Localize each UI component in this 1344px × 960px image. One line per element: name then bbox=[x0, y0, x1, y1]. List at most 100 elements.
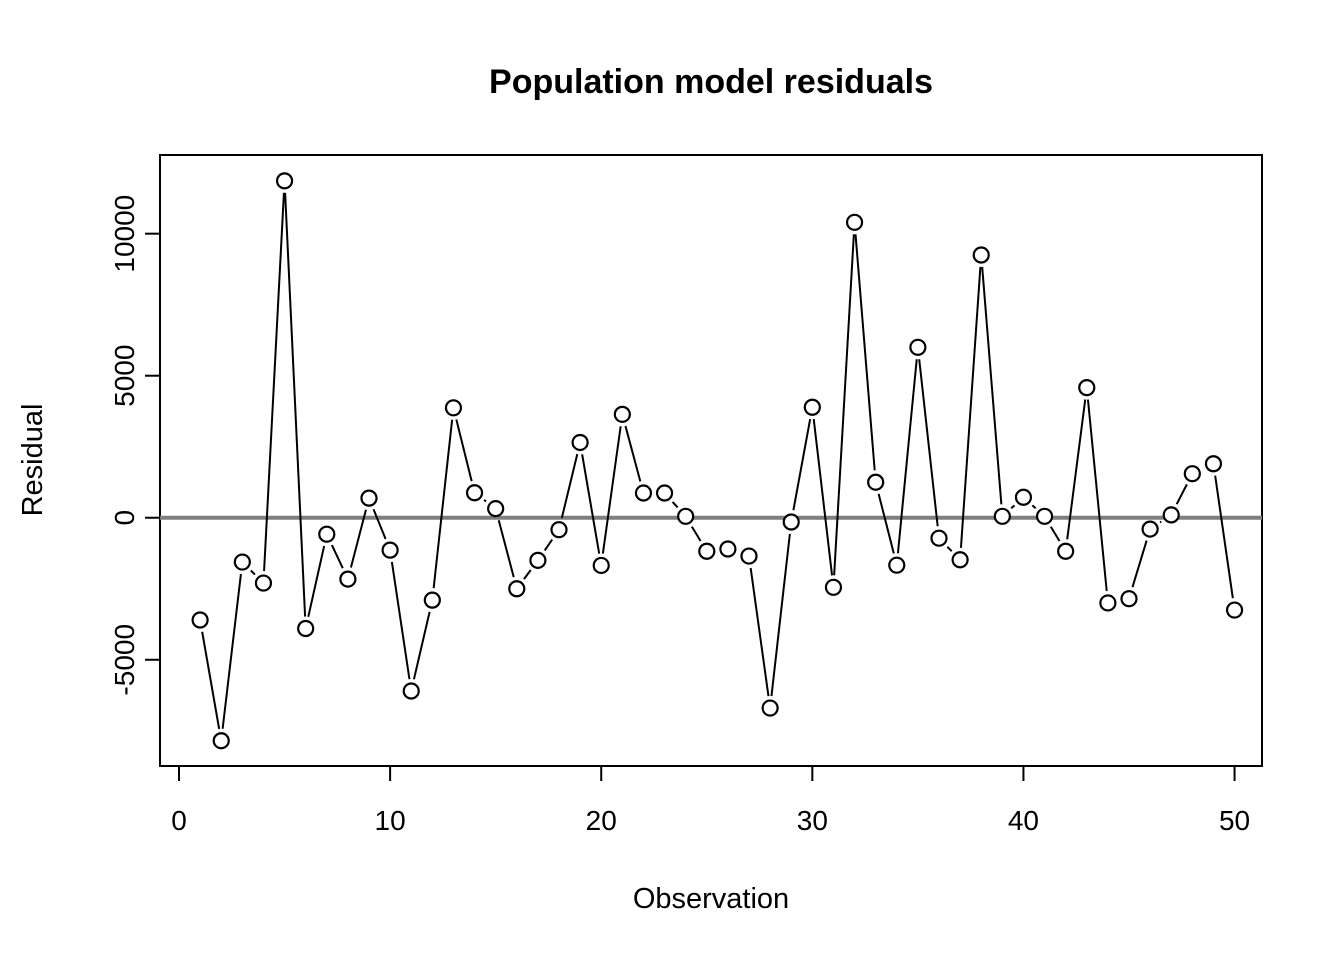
x-axis: 0 10 20 30 40 50 bbox=[171, 766, 1250, 836]
series-segment bbox=[877, 493, 895, 554]
series-segment bbox=[412, 611, 431, 680]
data-point bbox=[212, 732, 230, 750]
data-point bbox=[719, 540, 737, 558]
data-point bbox=[1225, 601, 1244, 619]
data-point bbox=[191, 611, 209, 629]
data-point bbox=[402, 682, 420, 700]
y-tick-label: 10000 bbox=[109, 195, 140, 273]
series-segment bbox=[896, 359, 918, 554]
data-point bbox=[508, 580, 526, 598]
plot-box-group bbox=[159, 154, 1263, 767]
series-segment bbox=[1159, 520, 1162, 524]
series-segment bbox=[560, 453, 579, 519]
data-point bbox=[571, 433, 589, 452]
data-point bbox=[1099, 594, 1117, 612]
series-segment bbox=[833, 234, 855, 576]
x-tick-label: 30 bbox=[797, 805, 828, 836]
series-segment bbox=[581, 454, 601, 554]
series-segment bbox=[792, 418, 812, 511]
series-segment bbox=[981, 266, 1003, 505]
data-point bbox=[381, 541, 399, 559]
series-segment bbox=[483, 499, 487, 503]
series-segment bbox=[523, 569, 532, 580]
data-point bbox=[1120, 590, 1138, 608]
series-segment bbox=[601, 426, 622, 554]
chart-title: Population model residuals bbox=[489, 63, 933, 101]
data-point bbox=[254, 574, 273, 592]
x-tick-label: 20 bbox=[586, 805, 617, 836]
series-segment bbox=[1086, 399, 1108, 592]
y-tick-label: -5000 bbox=[109, 624, 140, 696]
series-segment bbox=[390, 561, 411, 680]
x-axis-label: Observation bbox=[633, 883, 789, 915]
data-point bbox=[550, 521, 568, 539]
data-point bbox=[1204, 455, 1223, 473]
series-segment bbox=[455, 419, 473, 482]
data-point bbox=[444, 399, 463, 417]
series-segment bbox=[263, 192, 285, 572]
series-segment bbox=[770, 533, 791, 697]
y-axis-label: Residual bbox=[17, 404, 49, 517]
data-point bbox=[782, 513, 800, 531]
data-point bbox=[951, 551, 969, 569]
y-axis: -5000 0 5000 10000 bbox=[109, 195, 160, 696]
data-point bbox=[1078, 379, 1096, 397]
data-point bbox=[487, 500, 505, 518]
data-point bbox=[972, 246, 990, 264]
series-segment bbox=[284, 192, 307, 617]
series-segment bbox=[330, 544, 344, 569]
data-point bbox=[529, 551, 547, 569]
y-tick-label: 5000 bbox=[109, 345, 140, 407]
series-segment bbox=[1031, 504, 1037, 510]
data-point bbox=[1014, 488, 1033, 506]
series-segment bbox=[432, 419, 454, 589]
x-tick-label: 0 bbox=[171, 805, 187, 836]
data-point bbox=[909, 338, 927, 356]
data-point bbox=[993, 507, 1011, 525]
data-point bbox=[655, 484, 674, 502]
series-segment bbox=[959, 266, 982, 548]
data-point bbox=[1162, 506, 1180, 524]
data-point bbox=[634, 484, 653, 502]
plot-box bbox=[159, 154, 1263, 767]
series-segment bbox=[1049, 526, 1061, 542]
series-segment bbox=[250, 569, 256, 576]
series-segment bbox=[372, 508, 387, 540]
y-tick-label: 0 bbox=[109, 510, 140, 526]
data-point bbox=[423, 591, 441, 609]
data-point bbox=[592, 556, 610, 575]
data-point bbox=[740, 547, 758, 565]
data-point bbox=[613, 405, 631, 423]
series-segment bbox=[854, 234, 876, 471]
data-point bbox=[360, 489, 378, 507]
series-segment bbox=[1175, 483, 1188, 505]
series-segment bbox=[671, 501, 679, 509]
series-segment bbox=[221, 573, 242, 729]
series-segment bbox=[1214, 475, 1234, 599]
series-segment bbox=[1131, 540, 1148, 588]
data-point bbox=[845, 213, 864, 231]
x-tick-label: 40 bbox=[1008, 805, 1039, 836]
series-segment bbox=[201, 631, 221, 730]
data-point bbox=[824, 578, 843, 596]
series-segment bbox=[812, 419, 834, 576]
data-point bbox=[677, 507, 695, 525]
series-segment bbox=[497, 519, 515, 578]
x-tick-label: 10 bbox=[375, 805, 406, 836]
data-series bbox=[191, 172, 1244, 750]
data-point bbox=[698, 542, 716, 560]
x-tick-label: 50 bbox=[1219, 805, 1250, 836]
data-point bbox=[1183, 465, 1201, 483]
data-point bbox=[888, 556, 906, 574]
data-point bbox=[930, 529, 948, 547]
data-point bbox=[1035, 507, 1054, 525]
data-point bbox=[761, 699, 779, 717]
data-point bbox=[339, 570, 357, 588]
data-point bbox=[1057, 542, 1075, 560]
series-segment bbox=[1010, 504, 1016, 510]
series-segment bbox=[307, 545, 326, 618]
data-point bbox=[465, 484, 484, 502]
data-point bbox=[233, 553, 251, 571]
